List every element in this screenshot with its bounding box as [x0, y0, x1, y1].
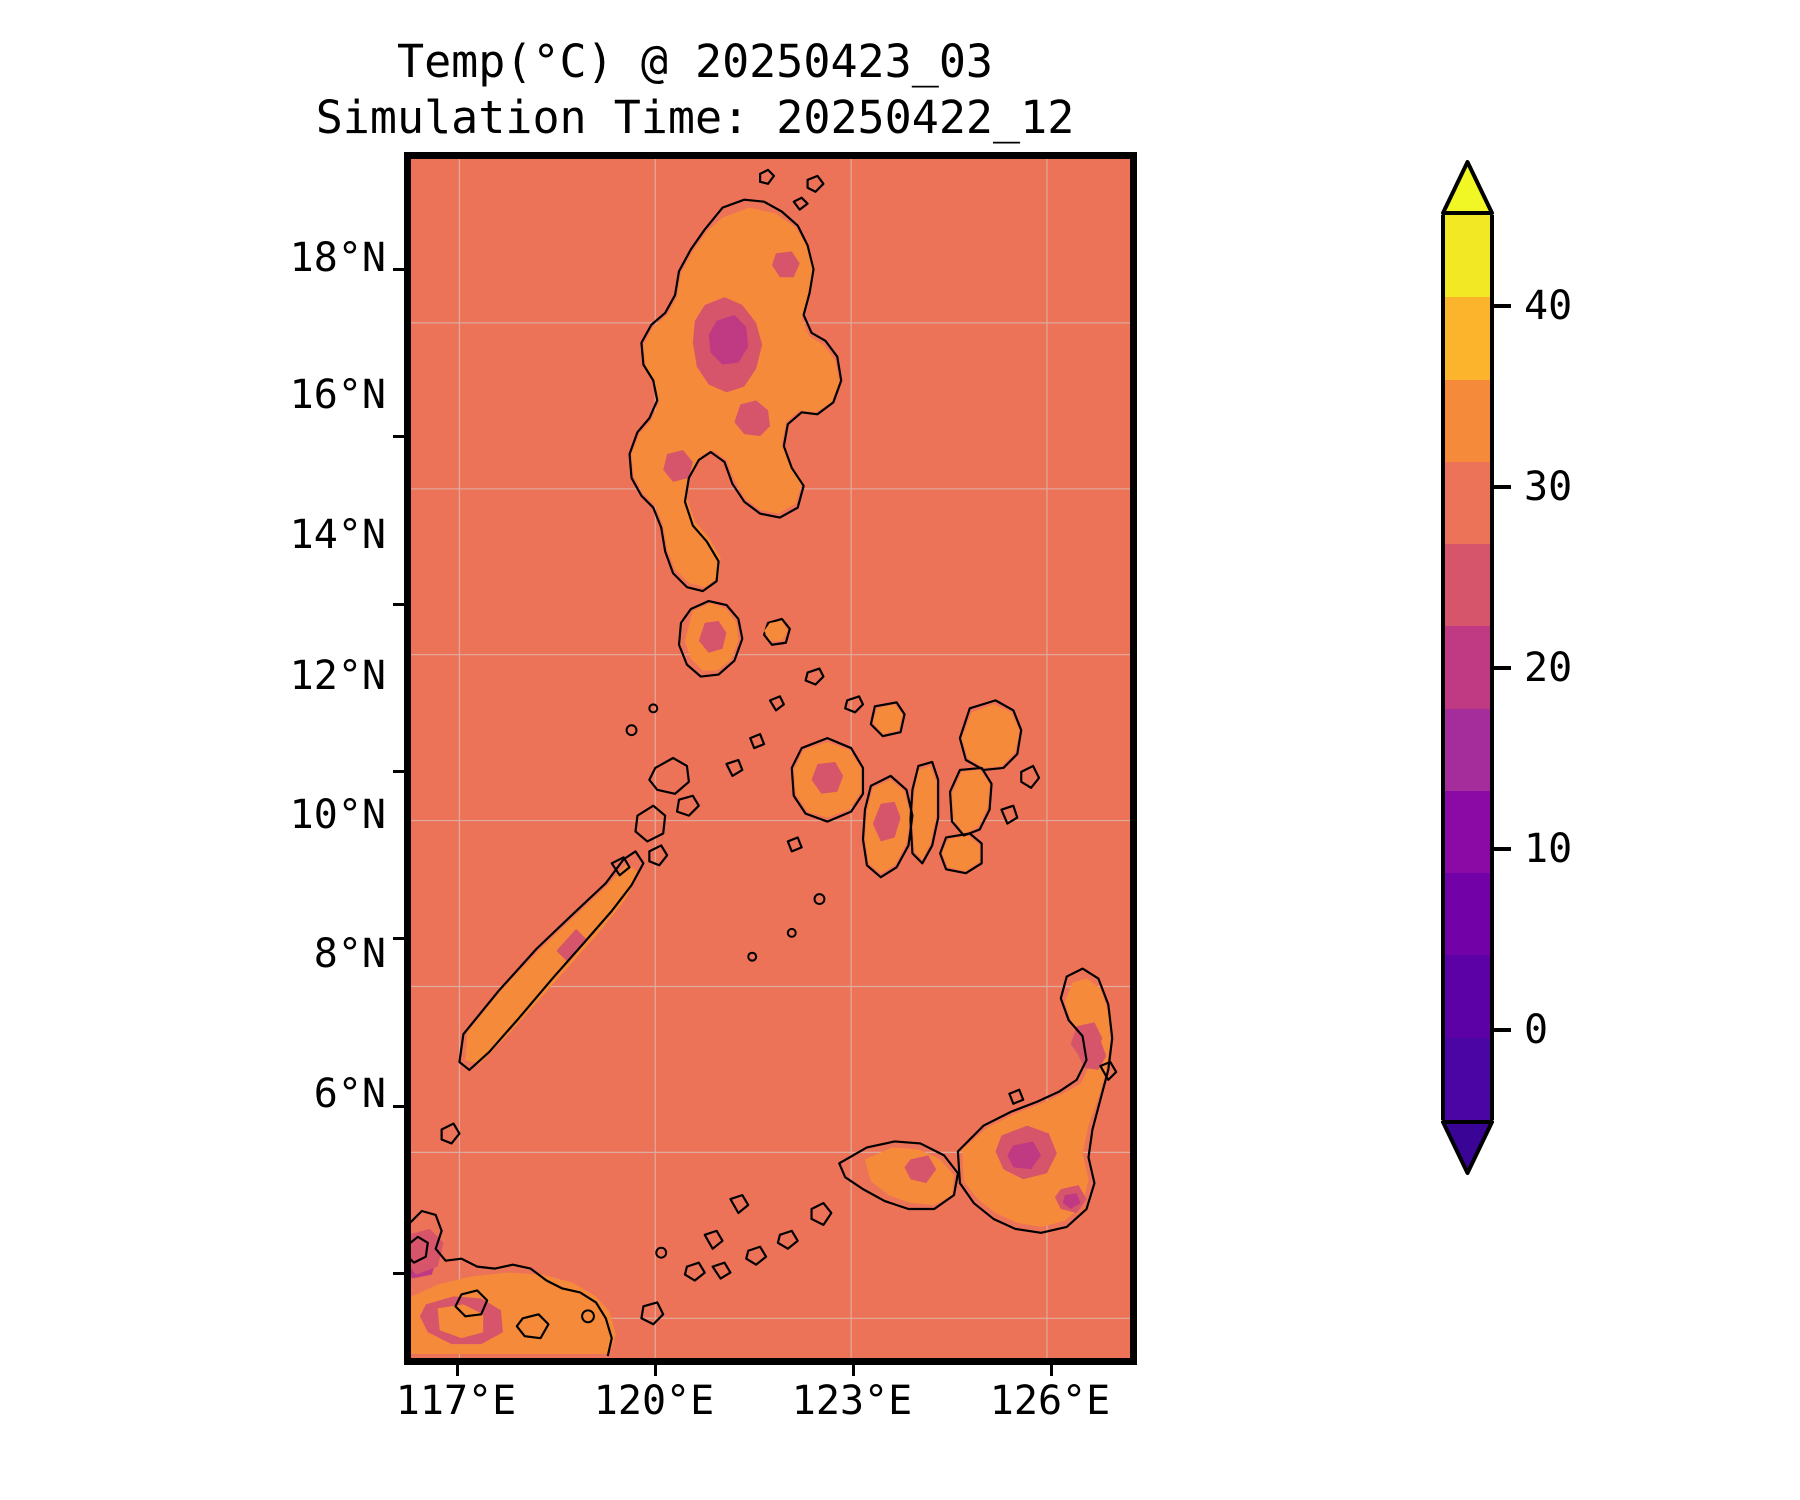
ytick-mark	[393, 1104, 404, 1108]
colorbar-tick-mark	[1494, 303, 1511, 308]
colorbar-tick-mark	[1494, 1027, 1511, 1032]
coastline-luzon	[628, 168, 843, 678]
xtick-mark	[852, 1365, 856, 1376]
xtick-mark	[1050, 1365, 1054, 1376]
ytick-mark	[393, 1271, 404, 1275]
colorbar-tick-label: 30	[1524, 463, 1573, 510]
colorbar-segment	[1441, 1037, 1494, 1120]
title-line-2: Simulation Time: 20250422_12	[315, 91, 1075, 144]
ytick-mark	[393, 602, 404, 606]
chart-title: Temp(°C) @ 20250423_03 Simulation Time: …	[0, 34, 1390, 146]
colorbar-tick-label: 20	[1524, 644, 1573, 691]
colorbar-segment	[1441, 461, 1494, 545]
ytick-mark	[393, 937, 404, 941]
colorbar-tick-label: 10	[1524, 825, 1573, 872]
colorbar-segment	[1441, 379, 1494, 462]
xtick-label-123e: 123°E	[791, 1378, 913, 1424]
colorbar-tick-mark	[1494, 846, 1511, 851]
colorbar-segment	[1441, 215, 1494, 298]
colorbar-segment	[1441, 955, 1494, 1038]
colorbar-tick-label: 0	[1524, 1006, 1549, 1053]
ytick-mark	[393, 435, 404, 439]
colorbar-segment	[1441, 297, 1494, 380]
ytick-mark	[393, 268, 404, 272]
colorbar-segment	[1441, 873, 1494, 956]
contour-luzon	[631, 207, 840, 588]
map-plot	[408, 156, 1133, 1361]
colorbar-over-arrow	[1441, 160, 1494, 215]
xtick-mark	[455, 1365, 459, 1376]
colorbar-segment	[1441, 708, 1494, 791]
colorbar-tick-label: 40	[1524, 282, 1573, 329]
ytick-label-6n: 6°N	[313, 1071, 386, 1117]
contour-palawan	[465, 863, 640, 1064]
colorbar-segment	[1441, 790, 1494, 874]
map-axes	[404, 152, 1137, 1365]
xtick-label-126e: 126°E	[989, 1378, 1111, 1424]
xtick-label-120e: 120°E	[593, 1378, 715, 1424]
xtick-mark	[653, 1365, 657, 1376]
colorbar-tick-mark	[1494, 665, 1511, 670]
colorbar-segment	[1441, 626, 1494, 709]
xtick-label-117e: 117°E	[395, 1378, 517, 1424]
colorbar-segment	[1441, 544, 1494, 627]
coastline-mindanao	[711, 967, 1118, 1280]
contour-visayas	[793, 704, 1020, 874]
ytick-label-14n: 14°N	[289, 512, 386, 558]
ytick-label-10n: 10°N	[289, 792, 386, 838]
title-line-1: Temp(°C) @ 20250423_03	[396, 35, 994, 88]
colorbar-under-arrow	[1441, 1120, 1494, 1175]
ytick-label-12n: 12°N	[289, 653, 386, 699]
coastline-sabah-corner	[408, 1194, 750, 1357]
ytick-mark	[393, 770, 404, 774]
ytick-label-16n: 16°N	[289, 372, 386, 418]
ytick-label-18n: 18°N	[289, 235, 386, 281]
coastline-palawan	[440, 756, 700, 1145]
coastline-islets	[581, 703, 826, 1324]
colorbar[interactable]	[1441, 215, 1494, 1120]
contour-mindoro	[684, 603, 788, 671]
colorbar-tick-mark	[1494, 484, 1511, 489]
coastline-visayas	[725, 667, 1041, 879]
ytick-label-8n: 8°N	[313, 931, 386, 977]
